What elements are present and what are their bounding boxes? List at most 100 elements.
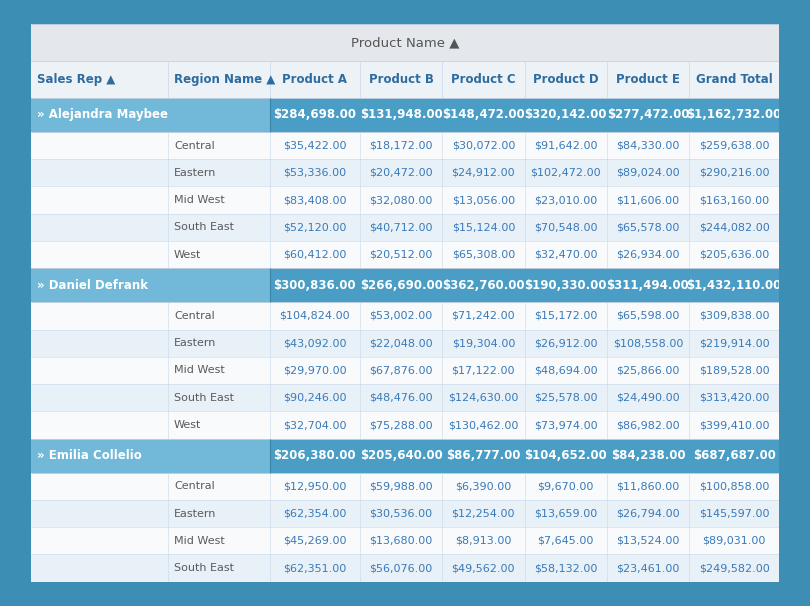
Text: $45,269.00: $45,269.00 [284,536,347,546]
Bar [31,187,779,214]
Text: $32,470.00: $32,470.00 [534,250,598,259]
Text: $53,002.00: $53,002.00 [369,311,433,321]
Text: $65,578.00: $65,578.00 [616,222,680,232]
Text: $15,124.00: $15,124.00 [452,222,515,232]
Text: $687,687.00: $687,687.00 [693,449,776,462]
Text: $53,336.00: $53,336.00 [284,168,347,178]
Bar [31,473,779,500]
Text: $131,948.00: $131,948.00 [360,108,442,121]
Text: $190,330.00: $190,330.00 [524,279,607,291]
Text: $313,420.00: $313,420.00 [699,393,770,403]
Text: $19,304.00: $19,304.00 [452,338,515,348]
Text: Central: Central [174,311,215,321]
Bar [31,268,270,302]
Bar [31,24,779,61]
Text: $71,242.00: $71,242.00 [451,311,515,321]
Text: $12,950.00: $12,950.00 [284,481,347,491]
Text: $32,080.00: $32,080.00 [369,195,433,205]
Text: $62,351.00: $62,351.00 [284,563,347,573]
Text: $48,694.00: $48,694.00 [534,365,598,376]
Text: $145,597.00: $145,597.00 [699,508,770,519]
Text: $56,076.00: $56,076.00 [369,563,433,573]
Text: $26,934.00: $26,934.00 [616,250,680,259]
Text: $11,860.00: $11,860.00 [616,481,680,491]
Bar [31,384,779,411]
Bar [270,268,779,302]
Text: Grand Total: Grand Total [696,73,773,86]
Text: Mid West: Mid West [174,536,224,546]
Text: $104,824.00: $104,824.00 [279,311,350,321]
Text: $206,380.00: $206,380.00 [274,449,356,462]
Text: $24,490.00: $24,490.00 [616,393,680,403]
Bar [31,527,779,554]
Text: $59,988.00: $59,988.00 [369,481,433,491]
Bar [31,439,270,473]
Text: $84,330.00: $84,330.00 [616,141,680,150]
Text: $18,172.00: $18,172.00 [369,141,433,150]
Bar [270,98,779,132]
Text: $32,704.00: $32,704.00 [284,420,347,430]
Text: Central: Central [174,141,215,150]
Text: $13,680.00: $13,680.00 [369,536,433,546]
Text: $148,472.00: $148,472.00 [442,108,525,121]
Text: $22,048.00: $22,048.00 [369,338,433,348]
Text: Eastern: Eastern [174,338,216,348]
Text: $320,142.00: $320,142.00 [524,108,607,121]
Text: $90,246.00: $90,246.00 [284,393,347,403]
Text: $189,528.00: $189,528.00 [699,365,770,376]
Text: $100,858.00: $100,858.00 [699,481,770,491]
Text: Product D: Product D [533,73,599,86]
Text: $130,462.00: $130,462.00 [448,420,518,430]
Text: $11,606.00: $11,606.00 [616,195,680,205]
Text: » Daniel Defrank: » Daniel Defrank [36,279,147,291]
Bar [31,357,779,384]
Bar [31,214,779,241]
Text: $9,670.00: $9,670.00 [538,481,594,491]
Text: $249,582.00: $249,582.00 [699,563,770,573]
Text: Region Name ▲: Region Name ▲ [174,73,275,86]
Text: $30,072.00: $30,072.00 [452,141,515,150]
Text: $89,031.00: $89,031.00 [702,536,765,546]
Text: $75,288.00: $75,288.00 [369,420,433,430]
Text: $67,876.00: $67,876.00 [369,365,433,376]
Text: $244,082.00: $244,082.00 [699,222,770,232]
Text: Product A: Product A [283,73,347,86]
Text: $300,836.00: $300,836.00 [274,279,356,291]
Text: $1,432,110.00: $1,432,110.00 [687,279,782,291]
Text: $84,238.00: $84,238.00 [611,449,685,462]
Text: $73,974.00: $73,974.00 [534,420,598,430]
Text: $58,132.00: $58,132.00 [534,563,597,573]
Text: Product C: Product C [451,73,516,86]
Text: West: West [174,420,202,430]
Text: $108,558.00: $108,558.00 [612,338,683,348]
Text: $13,524.00: $13,524.00 [616,536,680,546]
Text: $89,024.00: $89,024.00 [616,168,680,178]
Text: $23,461.00: $23,461.00 [616,563,680,573]
Text: South East: South East [174,563,234,573]
Text: Sales Rep ▲: Sales Rep ▲ [36,73,115,86]
Text: Central: Central [174,481,215,491]
Text: $40,712.00: $40,712.00 [369,222,433,232]
Text: West: West [174,250,202,259]
Text: $29,970.00: $29,970.00 [283,365,347,376]
Text: $23,010.00: $23,010.00 [534,195,597,205]
Text: $25,866.00: $25,866.00 [616,365,680,376]
Text: $277,472.00: $277,472.00 [607,108,689,121]
Text: $290,216.00: $290,216.00 [699,168,770,178]
FancyBboxPatch shape [25,20,785,586]
Text: $1,162,732.00: $1,162,732.00 [687,108,782,121]
Text: $35,422.00: $35,422.00 [284,141,347,150]
Text: $26,912.00: $26,912.00 [534,338,598,348]
Text: Product Name ▲: Product Name ▲ [351,36,459,49]
Text: Mid West: Mid West [174,195,224,205]
Text: $219,914.00: $219,914.00 [699,338,770,348]
Text: $6,390.00: $6,390.00 [455,481,511,491]
Text: $20,472.00: $20,472.00 [369,168,433,178]
Text: » Alejandra Maybee: » Alejandra Maybee [36,108,168,121]
Text: $12,254.00: $12,254.00 [452,508,515,519]
Text: South East: South East [174,393,234,403]
Text: $86,982.00: $86,982.00 [616,420,680,430]
Bar [270,439,779,473]
Text: $83,408.00: $83,408.00 [284,195,347,205]
Text: $205,640.00: $205,640.00 [360,449,442,462]
